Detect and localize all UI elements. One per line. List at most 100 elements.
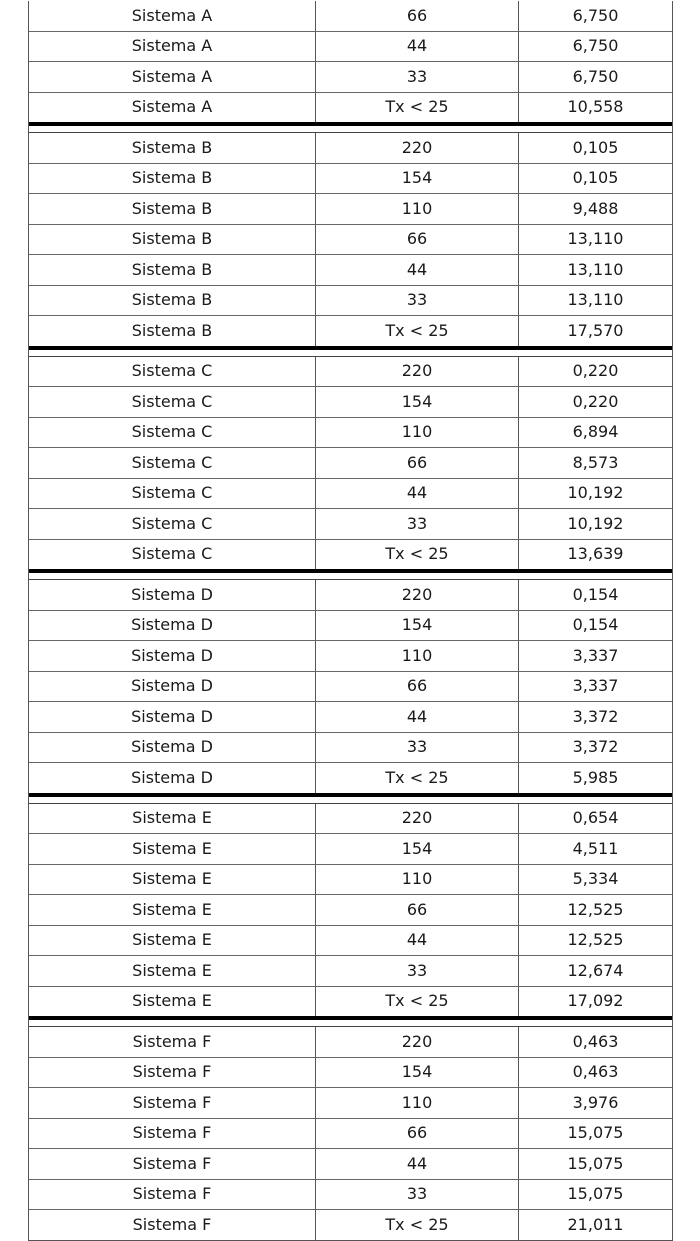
voltage-cell: 66 bbox=[316, 1118, 519, 1148]
value-cell: 0,220 bbox=[572, 391, 619, 411]
voltage-cell: 44 bbox=[316, 478, 519, 508]
voltage-cell: 110 bbox=[316, 641, 519, 671]
value-cell: 0,154 bbox=[572, 615, 619, 635]
voltage-cell: 33 bbox=[316, 956, 519, 986]
voltage-cell: 110 bbox=[316, 417, 519, 447]
voltage-cell: 33 bbox=[316, 285, 519, 315]
value-cell: 13,110 bbox=[567, 290, 624, 310]
system-cell: Sistema F bbox=[29, 1179, 316, 1209]
system-cell: Sistema F bbox=[29, 1149, 316, 1179]
table-row: Sistema F 44 15,075 bbox=[29, 1148, 672, 1179]
system-cell: Sistema D bbox=[29, 763, 316, 793]
value-cell: 10,192 bbox=[567, 483, 624, 503]
table-row: Sistema A Tx < 25 10,558 bbox=[29, 91, 672, 122]
voltage-cell: 44 bbox=[316, 31, 519, 61]
system-cell: Sistema C bbox=[29, 509, 316, 539]
system-cell: Sistema E bbox=[29, 986, 316, 1016]
system-cell: Sistema E bbox=[29, 895, 316, 925]
row-group: Sistema E 220 0,654 Sistema E 154 4,511 Sistem… bbox=[29, 802, 672, 1016]
system-cell: Sistema D bbox=[29, 671, 316, 701]
table-row: Sistema E 110 5,334 bbox=[29, 863, 672, 894]
voltage-cell: 66 bbox=[316, 1, 519, 31]
table-row: Sistema D 154 0,154 bbox=[29, 609, 672, 640]
table-row: Sistema C 110 6,894 bbox=[29, 416, 672, 447]
table-row: Sistema C 44 10,192 bbox=[29, 477, 672, 508]
voltage-cell: 44 bbox=[316, 702, 519, 732]
value-cell: 3,337 bbox=[572, 676, 619, 696]
value-cell: 3,337 bbox=[572, 645, 619, 665]
group-separator bbox=[29, 1016, 672, 1026]
value-cell: 5,985 bbox=[572, 767, 619, 787]
value-cell: 0,105 bbox=[572, 137, 619, 157]
system-cell: Sistema D bbox=[29, 610, 316, 640]
voltage-cell: 110 bbox=[316, 864, 519, 894]
system-cell: Sistema E bbox=[29, 925, 316, 955]
table-row: Sistema B 110 9,488 bbox=[29, 193, 672, 224]
system-cell: Sistema C bbox=[29, 448, 316, 478]
table-row: Sistema D 33 3,372 bbox=[29, 731, 672, 762]
value-cell: 6,894 bbox=[572, 422, 619, 442]
value-cell: 0,654 bbox=[572, 808, 619, 828]
table-row: Sistema E 44 12,525 bbox=[29, 924, 672, 955]
table-row: Sistema C 66 8,573 bbox=[29, 447, 672, 478]
table-row: Sistema E 154 4,511 bbox=[29, 833, 672, 864]
value-cell: 0,220 bbox=[572, 361, 619, 381]
value-cell: 13,639 bbox=[567, 544, 624, 564]
table-row: Sistema E 220 0,654 bbox=[29, 802, 672, 833]
table-row: Sistema D 110 3,337 bbox=[29, 640, 672, 671]
system-cell: Sistema E bbox=[29, 803, 316, 833]
voltage-cell: 220 bbox=[316, 356, 519, 386]
system-cell: Sistema D bbox=[29, 732, 316, 762]
table-row: Sistema C 220 0,220 bbox=[29, 355, 672, 386]
value-cell: 13,110 bbox=[567, 229, 624, 249]
row-group: Sistema A 66 6,750 Sistema A 44 6,750 Sistema … bbox=[29, 1, 672, 122]
system-cell: Sistema D bbox=[29, 641, 316, 671]
system-cell: Sistema F bbox=[29, 1210, 316, 1240]
system-cell: Sistema F bbox=[29, 1118, 316, 1148]
value-cell: 0,463 bbox=[572, 1031, 619, 1051]
system-cell: Sistema F bbox=[29, 1057, 316, 1087]
system-cell: Sistema F bbox=[29, 1027, 316, 1057]
voltage-cell: 154 bbox=[316, 610, 519, 640]
table-row: Sistema F 110 3,976 bbox=[29, 1087, 672, 1118]
value-cell: 8,573 bbox=[572, 452, 619, 472]
system-cell: Sistema A bbox=[29, 1, 316, 31]
table-row: Sistema B 33 13,110 bbox=[29, 284, 672, 315]
value-cell: 0,154 bbox=[572, 584, 619, 604]
system-cell: Sistema E bbox=[29, 956, 316, 986]
voltage-cell: 44 bbox=[316, 255, 519, 285]
table-row: Sistema F 66 15,075 bbox=[29, 1117, 672, 1148]
table-row: Sistema A 44 6,750 bbox=[29, 30, 672, 61]
voltage-cell: Tx < 25 bbox=[316, 1210, 519, 1240]
value-cell: 6,750 bbox=[572, 5, 619, 25]
voltage-cell: Tx < 25 bbox=[316, 539, 519, 569]
row-group: Sistema D 220 0,154 Sistema D 154 0,154 Sistem… bbox=[29, 579, 672, 793]
data-table: Sistema A 66 6,750 Sistema A 44 6,750 Sistema … bbox=[28, 1, 673, 1241]
system-cell: Sistema A bbox=[29, 62, 316, 92]
group-separator bbox=[29, 345, 672, 356]
table-row: Sistema A 33 6,750 bbox=[29, 61, 672, 92]
voltage-cell: 154 bbox=[316, 387, 519, 417]
system-cell: Sistema A bbox=[29, 31, 316, 61]
system-cell: Sistema C bbox=[29, 356, 316, 386]
system-cell: Sistema C bbox=[29, 539, 316, 569]
value-cell: 17,570 bbox=[567, 320, 624, 340]
table-row: Sistema F 154 0,463 bbox=[29, 1056, 672, 1087]
group-separator bbox=[29, 792, 672, 803]
voltage-cell: 220 bbox=[316, 133, 519, 163]
system-cell: Sistema B bbox=[29, 224, 316, 254]
table-row: Sistema E Tx < 25 17,092 bbox=[29, 985, 672, 1016]
table-row: Sistema C 33 10,192 bbox=[29, 508, 672, 539]
value-cell: 5,334 bbox=[572, 869, 619, 889]
value-cell: 6,750 bbox=[572, 36, 619, 56]
group-separator bbox=[29, 122, 672, 132]
table-row: Sistema A 66 6,750 bbox=[29, 1, 672, 31]
table-row: Sistema F Tx < 25 21,011 bbox=[29, 1209, 672, 1240]
value-cell: 3,976 bbox=[572, 1092, 619, 1112]
voltage-cell: 44 bbox=[316, 925, 519, 955]
voltage-cell: 33 bbox=[316, 1179, 519, 1209]
system-cell: Sistema E bbox=[29, 864, 316, 894]
value-cell: 9,488 bbox=[572, 198, 619, 218]
voltage-cell: Tx < 25 bbox=[316, 763, 519, 793]
voltage-cell: 33 bbox=[316, 732, 519, 762]
